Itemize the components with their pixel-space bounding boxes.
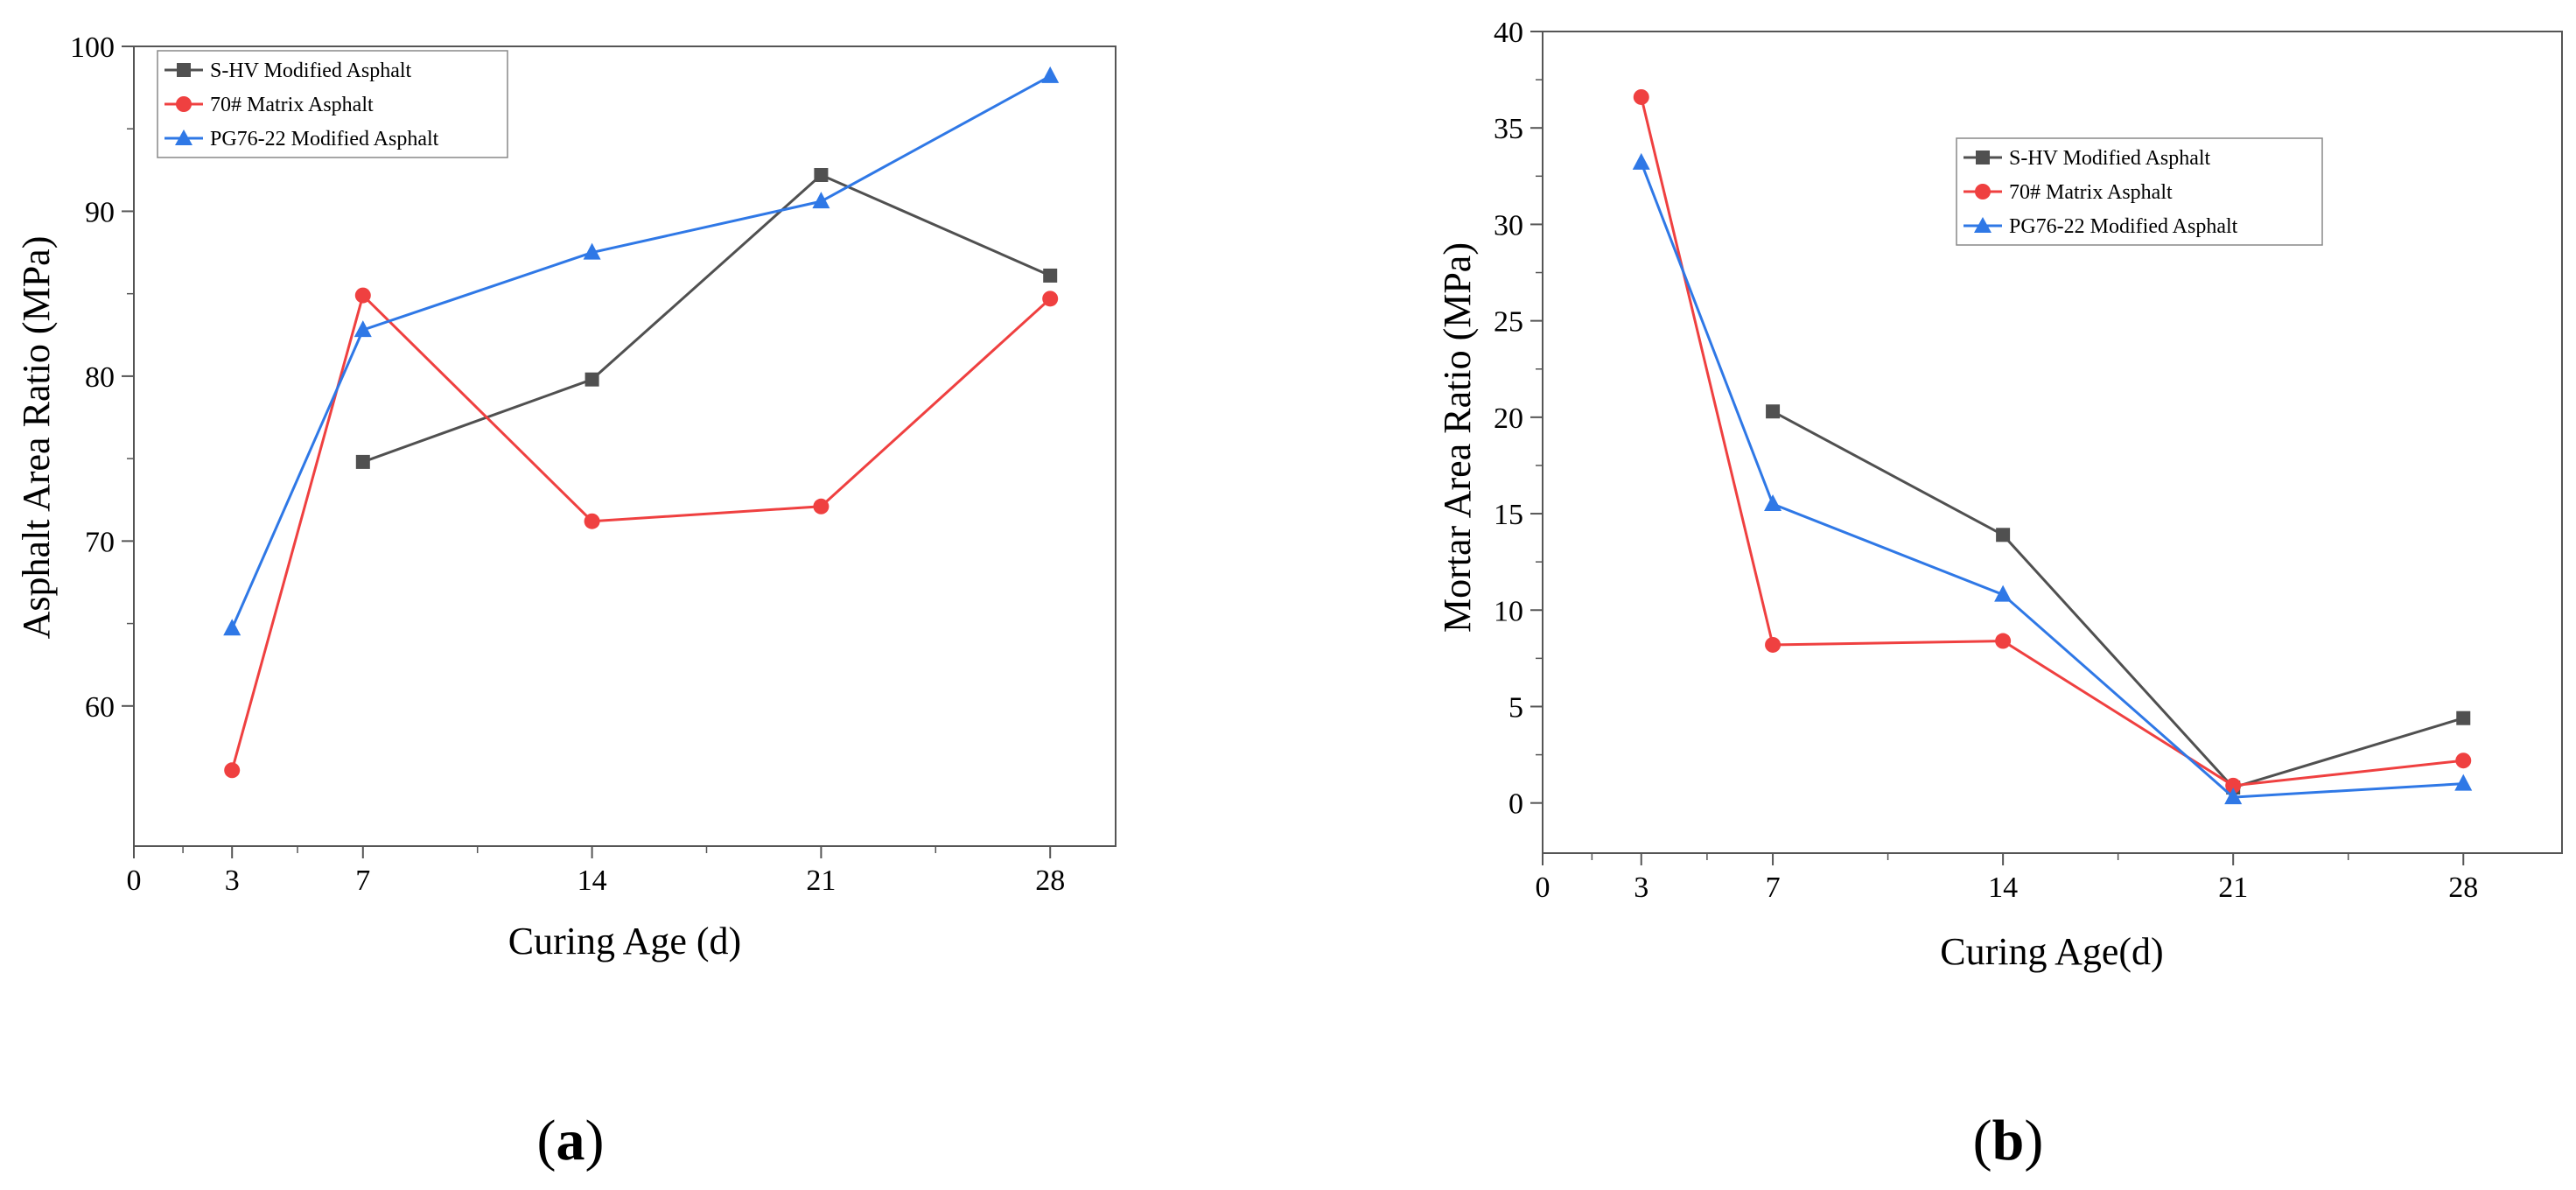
legend-item-s-hv: S-HV Modified Asphalt xyxy=(164,60,412,82)
legend-marker-square-icon xyxy=(177,63,191,77)
data-point-pg76-22-modified-asphalt xyxy=(583,242,601,260)
legend-marker-square-icon xyxy=(1976,150,1990,164)
plot-frame xyxy=(1542,31,2563,854)
data-point-pg76-22-modified-asphalt xyxy=(1041,66,1060,83)
legend-label: 70# Matrix Asphalt xyxy=(210,94,374,116)
series-layer xyxy=(1632,88,2473,805)
data-point-70-matrix-asphalt xyxy=(813,498,830,514)
plot-frame xyxy=(133,46,1116,847)
x-tick-label: 14 xyxy=(578,864,607,897)
y-tick-label: 60 xyxy=(85,691,115,724)
data-point-pg76-22-modified-asphalt xyxy=(2454,774,2473,791)
data-point-70-matrix-asphalt xyxy=(224,762,241,779)
y-tick-label: 0 xyxy=(1508,788,1523,821)
legend-label: PG76-22 Modified Asphalt xyxy=(210,128,439,150)
series-line-s-hv-modified-asphalt xyxy=(362,173,1051,464)
x-axis-title: Curing Age (d) xyxy=(508,920,741,962)
legend-box xyxy=(1956,137,2323,246)
x-axis-title: Curing Age(d) xyxy=(1940,930,2163,973)
data-point-70-matrix-asphalt xyxy=(1633,88,1649,105)
legend-label: 70# Matrix Asphalt xyxy=(2009,181,2173,204)
data-point-pg76-22-modified-asphalt xyxy=(1764,494,1782,512)
x-tick-label: 14 xyxy=(1988,872,2018,904)
y-tick-label: 15 xyxy=(1494,499,1523,531)
y-axis-title: Mortar Area Ratio (MPa) xyxy=(1436,242,1479,633)
data-point-pg76-22-modified-asphalt xyxy=(1994,584,2012,602)
legend-marker-triangle-icon xyxy=(175,130,192,145)
series-layer xyxy=(223,66,1060,779)
x-tick-label: 3 xyxy=(1634,872,1648,904)
data-point-70-matrix-asphalt xyxy=(1995,633,2012,649)
legend-item-pg76-22: PG76-22 Modified Asphalt xyxy=(1964,215,2238,238)
series-line-pg76-22-modified-asphalt xyxy=(230,74,1051,629)
y-axis-title: Asphalt Area Ratio (MPa) xyxy=(15,236,58,640)
legend-item-pg76-22: PG76-22 Modified Asphalt xyxy=(164,128,439,150)
y-tick-label: 100 xyxy=(70,32,115,64)
axis-ticks xyxy=(122,46,1052,858)
data-point-70-matrix-asphalt xyxy=(1765,636,1782,653)
data-point-70-matrix-asphalt xyxy=(1042,290,1059,307)
chart-panel-a: 0 3 7 14 21 28 60 70 80 90 100 S-HV Modified Aspha… xyxy=(15,32,1116,1172)
series-line-pg76-22-modified-asphalt xyxy=(1640,162,2464,799)
y-tick-label: 5 xyxy=(1508,691,1523,724)
data-point-s-hv-modified-asphalt xyxy=(814,167,829,182)
data-point-pg76-22-modified-asphalt xyxy=(354,320,372,338)
x-tick-label: 28 xyxy=(1035,864,1065,897)
data-point-pg76-22-modified-asphalt xyxy=(2224,788,2243,805)
legend-marker-circle-icon xyxy=(176,96,192,112)
y-tick-label: 80 xyxy=(85,361,115,394)
x-tick-label: 28 xyxy=(2448,872,2478,904)
data-point-pg76-22-modified-asphalt xyxy=(1632,152,1650,170)
legend-marker-circle-icon xyxy=(1975,184,1991,200)
x-tick-label: 7 xyxy=(355,864,370,897)
x-tick-label: 0 xyxy=(1536,872,1550,904)
x-tick-label: 7 xyxy=(1766,872,1781,904)
series-line-70-matrix-asphalt xyxy=(230,292,1052,771)
y-tick-label: 90 xyxy=(85,196,115,228)
legend-item-70-matrix: 70# Matrix Asphalt xyxy=(164,94,374,116)
legend-label: S-HV Modified Asphalt xyxy=(2009,147,2211,170)
legend: S-HV Modified Asphalt 70# Matrix Asphalt… xyxy=(157,50,508,158)
axis-ticks xyxy=(1530,31,2465,865)
data-point-70-matrix-asphalt xyxy=(354,287,371,304)
y-tick-label: 35 xyxy=(1494,113,1523,145)
y-tick-label: 25 xyxy=(1494,306,1523,339)
y-tick-label: 70 xyxy=(85,526,115,558)
data-point-70-matrix-asphalt xyxy=(2455,752,2472,769)
data-point-s-hv-modified-asphalt xyxy=(2456,710,2471,725)
legend-label: S-HV Modified Asphalt xyxy=(210,60,412,82)
data-point-s-hv-modified-asphalt xyxy=(355,454,370,469)
data-point-70-matrix-asphalt xyxy=(584,513,600,529)
y-tick-label: 40 xyxy=(1494,17,1523,49)
data-point-pg76-22-modified-asphalt xyxy=(812,192,830,209)
chart-panel-b: 0 3 7 14 21 28 0 5 10 15 20 25 30 35 40 S-HV Modified … xyxy=(1436,17,2563,1172)
legend-label: PG76-22 Modified Asphalt xyxy=(2009,215,2238,238)
data-point-s-hv-modified-asphalt xyxy=(1766,404,1781,419)
x-tick-label: 21 xyxy=(2218,872,2248,904)
y-tick-label: 20 xyxy=(1494,402,1523,435)
legend-box xyxy=(157,50,508,158)
data-point-s-hv-modified-asphalt xyxy=(1043,268,1058,283)
panel-label: (b) xyxy=(1973,1109,2044,1172)
legend-item-70-matrix: 70# Matrix Asphalt xyxy=(1964,181,2173,204)
data-point-s-hv-modified-asphalt xyxy=(1996,528,2011,542)
x-tick-label: 3 xyxy=(225,864,240,897)
legend-item-s-hv: S-HV Modified Asphalt xyxy=(1964,147,2211,170)
series-line-s-hv-modified-asphalt xyxy=(1772,410,2464,789)
data-point-pg76-22-modified-asphalt xyxy=(223,619,242,636)
x-tick-label: 21 xyxy=(806,864,836,897)
x-tick-label: 0 xyxy=(127,864,142,897)
data-point-s-hv-modified-asphalt xyxy=(584,372,599,387)
y-tick-label: 30 xyxy=(1494,209,1523,242)
tick-labels: 0 3 7 14 21 28 0 5 10 15 20 25 30 35 40 xyxy=(1494,17,2478,904)
panel-label: (a) xyxy=(537,1109,605,1172)
tick-labels: 0 3 7 14 21 28 60 70 80 90 100 xyxy=(70,32,1065,897)
data-point-70-matrix-asphalt xyxy=(2225,777,2242,794)
legend-marker-triangle-icon xyxy=(1974,217,1992,233)
legend: S-HV Modified Asphalt 70# Matrix Asphalt… xyxy=(1956,137,2323,246)
y-tick-label: 10 xyxy=(1494,595,1523,627)
